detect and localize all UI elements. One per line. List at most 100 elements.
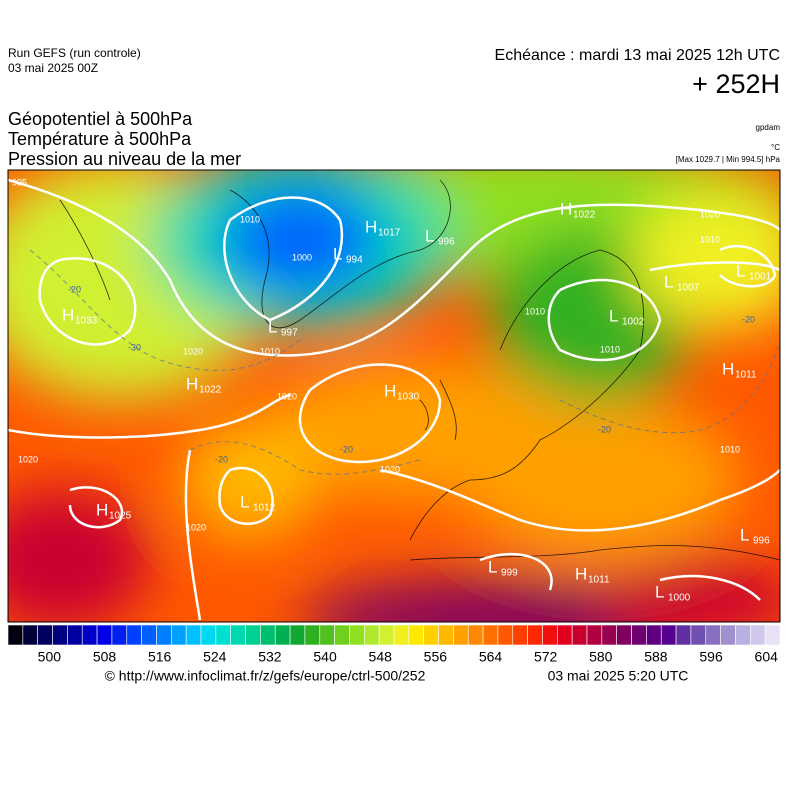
colorbar-swatch <box>646 624 662 646</box>
colorbar-swatch <box>750 624 766 646</box>
unit: °C <box>771 143 780 152</box>
colorbar-swatch <box>349 624 365 646</box>
pressure-center-letter: H <box>186 374 198 393</box>
colorbar-swatch <box>690 624 707 646</box>
colorbar-swatch <box>675 624 692 646</box>
colorbar-swatch <box>735 624 751 646</box>
pressure-center-value: 996 <box>753 536 770 547</box>
pressure-center-value: 1002 <box>622 317 645 328</box>
isobar-label: 1020 <box>277 391 297 401</box>
colorbar-swatch <box>304 624 321 646</box>
colorbar-swatch <box>705 624 721 646</box>
pressure-center-value: 1011 <box>588 575 610 586</box>
colorbar-swatch <box>482 624 499 646</box>
pressure-center-value: 1012 <box>253 503 276 514</box>
colorbar-swatch <box>126 624 142 646</box>
pressure-center-value: 1011 <box>735 370 757 381</box>
colorbar-swatch <box>764 624 781 646</box>
colorbar-swatch <box>423 624 439 646</box>
isobar-label: 1010 <box>240 214 260 224</box>
lead-time: + 252H <box>692 69 780 99</box>
colorbar-tick-label: 588 <box>644 649 668 665</box>
isobar-label: 1020 <box>18 454 38 464</box>
colorbar-swatch <box>660 624 677 646</box>
pressure-center-letter: L <box>268 317 277 336</box>
colorbar-swatch <box>408 624 424 646</box>
temperature-label: -20 <box>340 444 353 454</box>
colorbar-swatch <box>215 624 231 646</box>
pressure-center-value: 1017 <box>378 228 401 239</box>
generated-time: 03 mai 2025 5:20 UTC <box>548 668 689 684</box>
pressure-center-letter: L <box>664 272 673 291</box>
colorbar-swatch <box>616 624 632 646</box>
colorbar-swatch <box>96 624 113 646</box>
colorbar-tick-label: 540 <box>313 649 337 665</box>
pressure-center-letter: L <box>425 226 434 245</box>
pressure-center-value: 1030 <box>397 392 420 403</box>
colorbar-swatch <box>141 624 157 646</box>
pressure-center-value: 996 <box>438 237 455 248</box>
pressure-center-value: 1033 <box>75 316 98 327</box>
colorbar-tick-label: 604 <box>755 649 779 665</box>
run-date: 03 mai 2025 00Z <box>8 61 98 75</box>
pressure-center-letter: H <box>560 199 572 218</box>
colorbar-swatch <box>81 624 98 646</box>
pressure-center-letter: L <box>488 557 497 576</box>
isobar-label: 1020 <box>186 522 206 532</box>
pressure-center-letter: H <box>62 305 74 324</box>
colorbar-swatch <box>512 624 528 646</box>
colorbar-swatch <box>274 624 291 646</box>
colorbar-swatch <box>467 624 484 646</box>
pressure-center-letter: L <box>655 582 664 601</box>
colorbar-swatch <box>364 624 380 646</box>
colorbar-tick-label: 524 <box>203 649 227 665</box>
temperature-label: -20 <box>742 314 755 324</box>
isobar-label: 1000 <box>292 252 312 262</box>
isobar-label: 1010 <box>720 444 740 454</box>
colorbar-tick-label: 580 <box>589 649 613 665</box>
colorbar-swatch <box>557 624 573 646</box>
colorbar-swatch <box>260 624 276 646</box>
title: Température à 500hPa <box>8 129 192 149</box>
colorbar-swatch <box>631 624 647 646</box>
colorbar-tick-label: 548 <box>369 649 393 665</box>
pressure-center-letter: H <box>384 381 396 400</box>
colorbar-swatch <box>289 624 306 646</box>
temperature-label: -20 <box>68 284 81 294</box>
colorbar-swatch <box>453 624 469 646</box>
pressure-center-value: 1007 <box>677 283 700 294</box>
title: Géopotentiel à 500hPa <box>8 109 193 129</box>
colorbar-swatch <box>7 624 24 646</box>
isobar-label: 1020 <box>183 346 203 356</box>
colorbar-swatch <box>67 624 83 646</box>
isobar-label: 1020 <box>700 209 720 219</box>
pressure-center-letter: L <box>333 244 342 263</box>
colorbar-swatch <box>378 624 395 646</box>
colorbar-swatch <box>527 624 543 646</box>
colorbar-tick-label: 596 <box>699 649 723 665</box>
colorbar-tick-label: 516 <box>148 649 172 665</box>
isobar-label: 1010 <box>525 306 545 316</box>
pressure-center-value: 1022 <box>199 385 222 396</box>
pressure-center-value: 1025 <box>109 511 132 522</box>
temperature-label: -20 <box>598 424 611 434</box>
colorbar-swatch <box>230 624 246 646</box>
colorbar-swatch <box>319 624 335 646</box>
colorbar-swatch <box>200 624 217 646</box>
pressure-center-letter: L <box>740 525 749 544</box>
colorbar-swatch <box>185 624 202 646</box>
colorbar-swatch <box>393 624 410 646</box>
colorbar-swatch <box>171 624 187 646</box>
pressure-center-value: 999 <box>501 568 518 579</box>
colorbar-swatch <box>571 624 588 646</box>
pressure-center-value: 994 <box>346 255 363 266</box>
unit: gpdam <box>756 123 781 132</box>
pressure-center-value: 997 <box>281 328 298 339</box>
isobar-label: 995 <box>12 177 27 187</box>
colorbar-swatch <box>586 624 603 646</box>
colorbar-tick-label: 564 <box>479 649 503 665</box>
colorbar-swatch <box>245 624 261 646</box>
colorbar-swatch <box>438 624 454 646</box>
colorbar-swatch <box>111 624 128 646</box>
